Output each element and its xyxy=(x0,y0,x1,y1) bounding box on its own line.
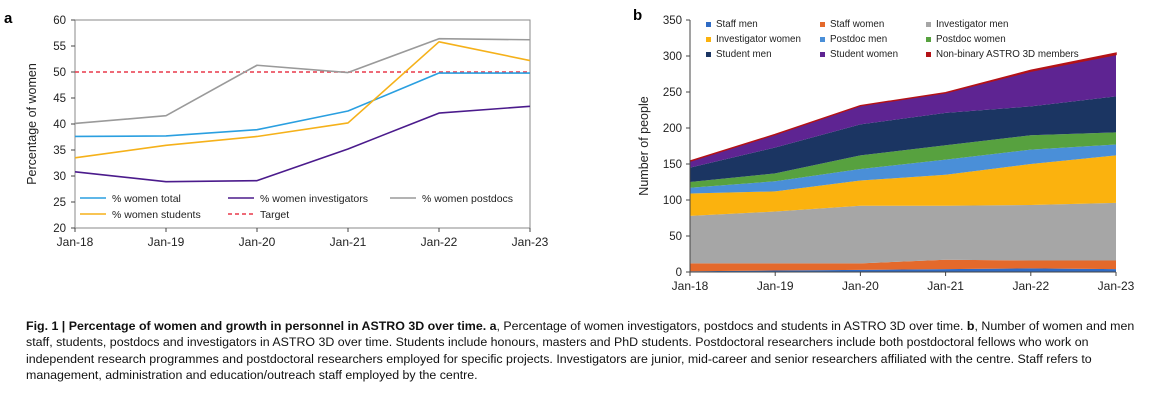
legend-b: Staff men Staff women Investigator men Inve… xyxy=(706,19,1079,60)
legend-swatch xyxy=(706,22,711,27)
caption-b-label: b xyxy=(966,319,975,333)
figure: a b 20 25 30 35 40 45 50 55 60 Jan-18 Jan-19 Jan-20… xyxy=(4,7,1135,293)
y-tick-label: 150 xyxy=(663,159,682,171)
legend-label: Investigator women xyxy=(716,34,801,45)
stacked-area-chart-personnel: 0 50 100 150 200 250 300 350 Jan-18 Jan-19 Jan-20 J… xyxy=(637,15,1135,293)
legend-label: Target xyxy=(260,209,289,221)
legend-label: % women total xyxy=(112,193,181,205)
y-tick-label: 25 xyxy=(53,197,66,209)
x-tick-label: Jan-23 xyxy=(512,235,549,249)
panel-label-a: a xyxy=(4,10,13,27)
area-band xyxy=(689,52,1117,162)
figure-caption: Fig. 1 | Percentage of women and growth … xyxy=(26,318,1136,383)
legend-label: Staff men xyxy=(716,19,758,30)
legend-a: % women total % women investigators % wome… xyxy=(80,193,513,221)
legend-label: Staff women xyxy=(830,19,884,30)
y-tick-label: 300 xyxy=(663,51,682,63)
y-tick-label: 0 xyxy=(676,267,682,279)
legend-swatch xyxy=(926,52,931,57)
legend-swatch xyxy=(820,52,825,57)
y-tick-label: 100 xyxy=(663,195,682,207)
y-tick-label: 50 xyxy=(669,231,682,243)
legend-swatch xyxy=(820,22,825,27)
y-tick-label: 20 xyxy=(53,223,66,235)
area-band xyxy=(690,96,1116,182)
y-tick-label: 60 xyxy=(53,15,66,27)
series-line xyxy=(74,72,530,138)
legend-label: Postdoc men xyxy=(830,34,887,45)
area-band xyxy=(690,144,1116,194)
series-line xyxy=(74,41,531,159)
y-tick-label: 50 xyxy=(53,67,66,79)
x-tick-label: Jan-19 xyxy=(148,235,185,249)
series-line xyxy=(74,105,531,183)
x-tick-label: Jan-19 xyxy=(757,279,794,293)
legend-label: Student women xyxy=(830,49,898,60)
area-band xyxy=(690,132,1116,188)
line-chart-percentage-women: 20 25 30 35 40 45 50 55 60 Jan-18 Jan-19 Jan-20 Jan-… xyxy=(25,15,549,249)
legend-swatch xyxy=(706,52,711,57)
legend-label: % women investigators xyxy=(260,193,368,205)
y-tick-label: 40 xyxy=(53,119,66,131)
x-tick-label: Jan-21 xyxy=(330,235,367,249)
x-tick-label: Jan-23 xyxy=(1098,279,1135,293)
area-band xyxy=(690,268,1116,272)
caption-b-text: , Number of women and men staff, student… xyxy=(26,319,1135,382)
x-tick-label: Jan-20 xyxy=(842,279,879,293)
panel-label-b: b xyxy=(633,7,642,24)
y-tick-label: 250 xyxy=(663,87,682,99)
y-axis-label: Number of people xyxy=(637,96,651,195)
x-tick-label: Jan-20 xyxy=(239,235,276,249)
legend-swatch xyxy=(820,37,825,42)
x-tick-label: Jan-18 xyxy=(672,279,709,293)
legend-label: Student men xyxy=(716,49,772,60)
x-tick-label: Jan-18 xyxy=(57,235,94,249)
caption-a-label: a xyxy=(489,319,497,333)
legend-label: Postdoc women xyxy=(936,34,1006,45)
y-axis-label: Percentage of women xyxy=(25,63,39,185)
area-band xyxy=(690,202,1116,264)
area-band xyxy=(690,259,1116,272)
legend-swatch xyxy=(706,37,711,42)
y-tick-label: 35 xyxy=(53,145,66,157)
series-line xyxy=(74,37,531,125)
x-tick-label: Jan-22 xyxy=(1012,279,1049,293)
legend-label: % women postdocs xyxy=(422,193,513,205)
x-tick-label: Jan-22 xyxy=(421,235,458,249)
x-tick-label: Jan-21 xyxy=(927,279,964,293)
area-band xyxy=(690,155,1116,216)
area-band xyxy=(690,54,1116,168)
legend-label: Investigator men xyxy=(936,19,1008,30)
y-tick-label: 55 xyxy=(53,41,66,53)
legend-label: Non-binary ASTRO 3D members xyxy=(936,49,1079,60)
legend-swatch xyxy=(926,37,931,42)
y-tick-label: 45 xyxy=(53,93,66,105)
caption-lead: Fig. 1 | Percentage of women and growth … xyxy=(26,319,487,333)
caption-a-text: , Percentage of women investigators, pos… xyxy=(496,319,964,333)
y-tick-label: 350 xyxy=(663,15,682,27)
y-tick-label: 200 xyxy=(663,123,682,135)
legend-swatch xyxy=(926,22,931,27)
legend-label: % women students xyxy=(112,209,201,221)
y-tick-label: 30 xyxy=(53,171,66,183)
